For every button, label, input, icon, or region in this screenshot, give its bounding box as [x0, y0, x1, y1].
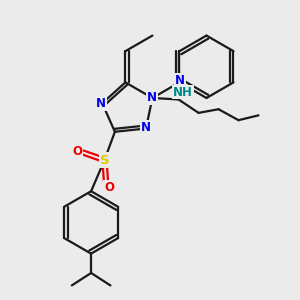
- Text: N: N: [96, 97, 106, 110]
- Text: N: N: [175, 74, 185, 87]
- Text: NH: NH: [173, 85, 193, 98]
- Text: O: O: [104, 181, 114, 194]
- Text: N: N: [141, 121, 151, 134]
- Text: N: N: [147, 92, 157, 104]
- Text: S: S: [100, 154, 109, 166]
- Text: O: O: [72, 145, 82, 158]
